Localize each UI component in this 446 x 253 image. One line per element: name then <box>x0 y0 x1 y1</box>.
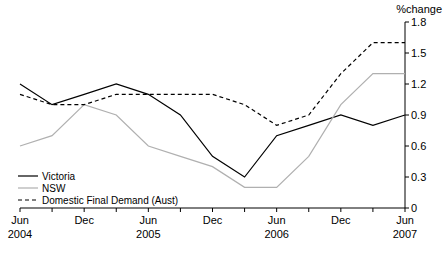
chart: 0 0.3 0.6 0.9 1.2 1.5 1.8%change Jun 2004 Dec Jun 2… <box>0 0 446 253</box>
y-tick <box>405 22 409 23</box>
x-tick-label-line: Jun <box>396 214 414 226</box>
y-tick <box>405 177 409 178</box>
x-tick-label-line: Jun <box>268 214 286 226</box>
x-tick-label: Jun 2006 <box>264 214 288 240</box>
y-tick-label: 1.5 <box>411 47 426 59</box>
x-tick <box>212 208 213 212</box>
y-tick <box>405 146 409 147</box>
x-tick-label: Jun 2005 <box>136 214 160 240</box>
x-tick <box>52 208 53 212</box>
y-tick-label: 0 <box>411 202 417 214</box>
x-tick <box>244 208 245 212</box>
y-tick-label: 1.2 <box>411 78 426 90</box>
y-tick-label: 1.8 <box>411 16 426 28</box>
legend-swatch <box>18 175 38 176</box>
x-tick <box>84 208 85 212</box>
x-tick-label-line: 2005 <box>136 228 160 240</box>
x-tick <box>405 208 406 212</box>
x-tick-label-line: Jun <box>139 214 157 226</box>
x-tick <box>180 208 181 212</box>
y-tick-label: 0.3 <box>411 171 426 183</box>
x-tick-label: Dec <box>331 214 351 226</box>
x-tick <box>116 208 117 212</box>
x-tick <box>340 208 341 212</box>
x-tick-label-line: Dec <box>203 214 223 226</box>
x-tick-label-line: 2007 <box>393 228 417 240</box>
x-tick-label-line: Dec <box>331 214 351 226</box>
x-tick-label: Dec <box>203 214 223 226</box>
x-tick <box>308 208 309 212</box>
plot-area <box>20 43 405 188</box>
series-line <box>20 43 405 126</box>
legend-swatch <box>18 187 38 188</box>
y-tick-label: 0.9 <box>411 109 426 121</box>
x-tick-label-line: 2004 <box>8 228 32 240</box>
x-tick <box>276 208 277 212</box>
x-tick <box>372 208 373 212</box>
legend-label: NSW <box>42 183 66 194</box>
legend-label: Victoria <box>42 171 76 182</box>
x-tick-label: Jun 2004 <box>8 214 32 240</box>
x-tick <box>148 208 149 212</box>
series-line <box>20 74 405 188</box>
x-tick-label: Jun 2007 <box>393 214 417 240</box>
x-tick-label-line: Jun <box>11 214 29 226</box>
x-tick <box>20 208 21 212</box>
y-tick <box>405 53 409 54</box>
y-tick <box>405 208 409 209</box>
x-tick-label-line: Dec <box>74 214 94 226</box>
x-tick-label-line: 2006 <box>264 228 288 240</box>
y-tick <box>405 84 409 85</box>
x-tick-label: Dec <box>74 214 94 226</box>
y-tick-label: 0.6 <box>411 140 426 152</box>
legend-label: Domestic Final Demand (Aust) <box>42 195 178 206</box>
y-axis-label: %change <box>396 3 442 15</box>
legend-swatch <box>18 199 38 200</box>
y-tick <box>405 115 409 116</box>
